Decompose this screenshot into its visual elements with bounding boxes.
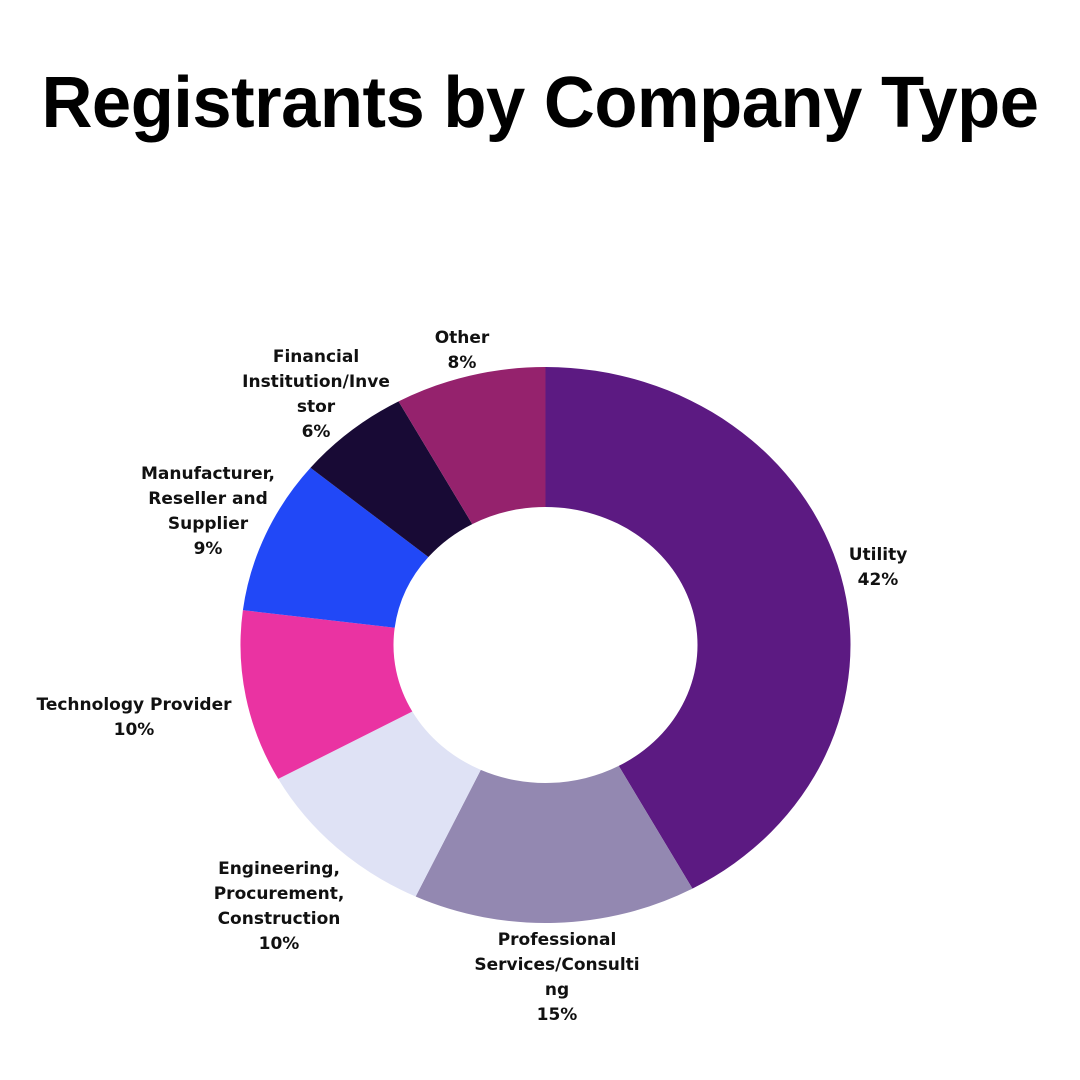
slice-percent: 10% — [258, 934, 300, 954]
slice-percent: 15% — [536, 1005, 578, 1025]
slice-label-text: stor — [296, 397, 336, 417]
slice-label: Engineering, Procurement, Construction 10% — [214, 857, 345, 957]
slice-other — [398, 367, 546, 525]
slice-utility — [545, 367, 851, 889]
slice-label-text: Utility — [848, 545, 908, 565]
slice-label-text: Supplier — [167, 514, 249, 534]
slice-label-text: Services/Consulti — [474, 955, 640, 975]
chart-title: Registrants by Company Type — [41, 63, 1039, 143]
slice-label-text: Manufacturer, — [140, 464, 276, 484]
slice-label-text: Financial — [272, 347, 360, 367]
slice-percent: 10% — [113, 720, 155, 740]
slice-label: Manufacturer, Reseller and Supplier 9% — [141, 462, 275, 562]
slice-label-text: Construction — [217, 909, 341, 929]
slice-percent: 6% — [301, 422, 331, 442]
slice-technology-provider — [240, 610, 413, 779]
slice-label-text: ng — [544, 980, 570, 1000]
slice-label-text: Procurement, — [213, 884, 345, 904]
slice-label: Professional Services/Consulti ng 15% — [474, 928, 639, 1028]
slice-label: Utility 42% — [849, 543, 908, 593]
slice-label: Technology Provider 10% — [36, 693, 231, 743]
slice-label: Financial Institution/Inve stor 6% — [242, 345, 390, 445]
slice-label-text: Institution/Inve — [242, 372, 390, 392]
slice-engineering-procurement-construction — [278, 711, 481, 897]
slice-professional-services-consulting — [415, 765, 693, 924]
slice-label-text: Other — [434, 328, 490, 348]
slice-label: Other 8% — [435, 326, 490, 376]
slice-label-text: Technology Provider — [36, 695, 232, 715]
slice-manufacturer-reseller-and-supplier — [242, 467, 429, 628]
slice-financial-institution-investor — [310, 401, 473, 558]
slice-percent: 42% — [857, 570, 899, 590]
slice-label-text: Engineering, — [218, 859, 340, 879]
slice-label-text: Reseller and — [148, 489, 268, 509]
slice-percent: 8% — [447, 353, 477, 373]
slice-label-text: Professional — [497, 930, 617, 950]
slice-percent: 9% — [193, 539, 223, 559]
